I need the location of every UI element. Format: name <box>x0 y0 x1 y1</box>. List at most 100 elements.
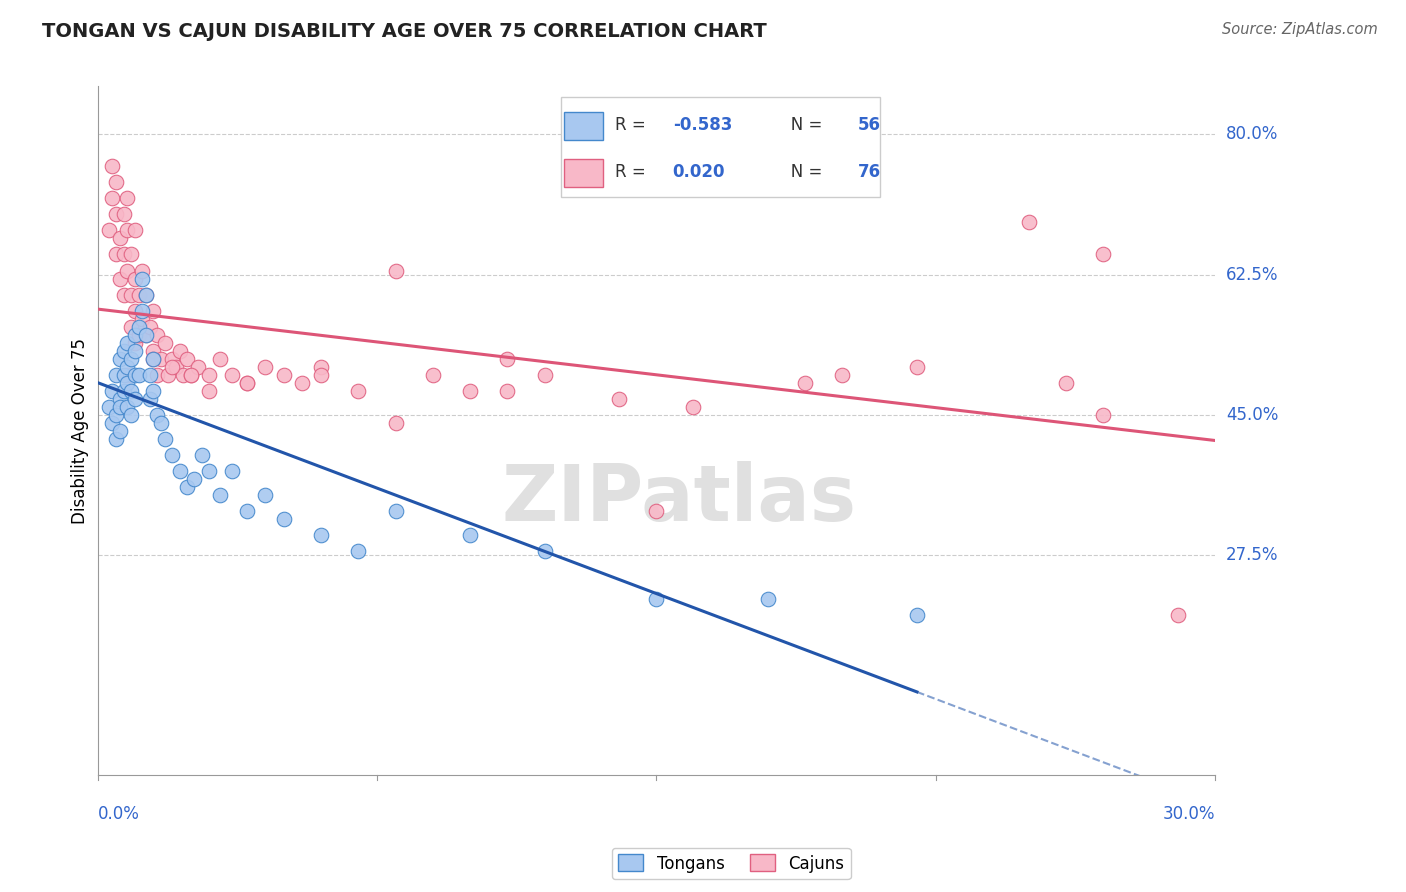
Point <box>124 303 146 318</box>
Y-axis label: Disability Age Over 75: Disability Age Over 75 <box>72 338 89 524</box>
Point <box>235 504 257 518</box>
Point <box>105 176 128 190</box>
Point <box>138 368 160 382</box>
Point <box>105 432 128 446</box>
Point <box>142 351 165 366</box>
Point <box>183 472 205 486</box>
Point <box>645 591 668 606</box>
Point <box>105 207 128 221</box>
Point <box>384 263 406 277</box>
Point <box>254 488 277 502</box>
Point <box>831 368 853 382</box>
Point <box>1092 247 1115 261</box>
Point <box>108 351 131 366</box>
Point <box>108 392 131 406</box>
Point <box>112 207 135 221</box>
Point <box>187 359 209 374</box>
Point <box>191 448 214 462</box>
Point <box>105 368 128 382</box>
Point <box>905 607 928 622</box>
Point <box>135 287 157 301</box>
Text: 30.0%: 30.0% <box>1163 805 1215 823</box>
Point <box>117 191 139 205</box>
Point <box>756 591 779 606</box>
Point <box>112 343 135 358</box>
Point <box>138 392 160 406</box>
Point <box>120 287 142 301</box>
Point <box>135 287 157 301</box>
Point <box>169 464 191 478</box>
Point <box>273 368 295 382</box>
Point <box>135 327 157 342</box>
Point <box>124 223 146 237</box>
Text: TONGAN VS CAJUN DISABILITY AGE OVER 75 CORRELATION CHART: TONGAN VS CAJUN DISABILITY AGE OVER 75 C… <box>42 22 766 41</box>
Point <box>198 368 221 382</box>
Point <box>146 408 169 422</box>
Point <box>117 359 139 374</box>
Point <box>149 351 172 366</box>
Point <box>131 263 153 277</box>
Point <box>117 263 139 277</box>
Point <box>496 351 519 366</box>
Point <box>131 271 153 285</box>
Point <box>209 488 232 502</box>
Point <box>97 400 120 414</box>
Point <box>198 384 221 398</box>
Point <box>112 247 135 261</box>
Point <box>254 359 277 374</box>
Point <box>124 368 146 382</box>
Point <box>221 464 243 478</box>
Point <box>157 368 180 382</box>
Point <box>458 527 481 541</box>
Point <box>235 376 257 390</box>
Text: Source: ZipAtlas.com: Source: ZipAtlas.com <box>1222 22 1378 37</box>
Point <box>112 287 135 301</box>
Point <box>101 416 124 430</box>
Point <box>124 392 146 406</box>
Point <box>180 368 202 382</box>
Text: 0.0%: 0.0% <box>97 805 139 823</box>
Point <box>309 359 332 374</box>
Text: 62.5%: 62.5% <box>1226 266 1278 284</box>
Point <box>120 319 142 334</box>
Point <box>124 327 146 342</box>
Point <box>101 384 124 398</box>
Point <box>138 319 160 334</box>
Point <box>533 543 555 558</box>
Point <box>101 191 124 205</box>
Point <box>347 543 370 558</box>
Point <box>108 231 131 245</box>
Point <box>131 303 153 318</box>
Point <box>160 351 183 366</box>
Point <box>273 512 295 526</box>
Point <box>128 287 150 301</box>
Point <box>105 247 128 261</box>
Point <box>124 343 146 358</box>
Point <box>291 376 314 390</box>
Point <box>128 319 150 334</box>
Point <box>384 416 406 430</box>
Point <box>124 271 146 285</box>
Text: 80.0%: 80.0% <box>1226 126 1278 144</box>
Text: 45.0%: 45.0% <box>1226 406 1278 424</box>
Point <box>112 384 135 398</box>
Point <box>1018 215 1040 229</box>
Point <box>142 384 165 398</box>
Point <box>128 368 150 382</box>
Text: ZIPatlas: ZIPatlas <box>501 461 856 538</box>
Point <box>131 311 153 326</box>
Point <box>108 424 131 438</box>
Point <box>117 223 139 237</box>
Point <box>422 368 444 382</box>
Point <box>172 368 194 382</box>
Point <box>128 327 150 342</box>
Point <box>221 368 243 382</box>
Point <box>309 527 332 541</box>
Point <box>112 368 135 382</box>
Point <box>101 160 124 174</box>
Point <box>146 327 169 342</box>
Point <box>607 392 630 406</box>
Point <box>645 504 668 518</box>
Point <box>176 351 198 366</box>
Point <box>347 384 370 398</box>
